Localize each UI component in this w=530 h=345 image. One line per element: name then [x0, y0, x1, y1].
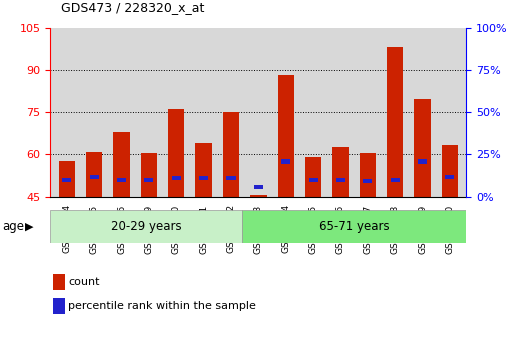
Bar — [199, 176, 208, 180]
Bar — [308, 178, 317, 182]
Text: count: count — [68, 277, 100, 287]
Bar — [172, 176, 181, 180]
Bar — [117, 178, 126, 182]
Bar — [281, 159, 290, 164]
Bar — [242, 210, 466, 243]
Bar — [442, 145, 458, 197]
Bar — [62, 178, 72, 182]
Bar — [250, 195, 267, 197]
Text: percentile rank within the sample: percentile rank within the sample — [68, 301, 256, 311]
Bar — [50, 210, 242, 243]
Bar — [305, 157, 321, 197]
Bar — [254, 185, 263, 189]
Bar — [90, 175, 99, 179]
Bar — [418, 159, 427, 164]
Bar — [414, 99, 431, 197]
Bar — [223, 112, 239, 197]
Text: ▶: ▶ — [25, 222, 34, 232]
Bar — [226, 176, 235, 180]
Bar — [445, 175, 455, 179]
Bar — [360, 153, 376, 197]
Bar — [113, 132, 130, 197]
Bar — [278, 76, 294, 197]
Text: GDS473 / 228320_x_at: GDS473 / 228320_x_at — [61, 1, 205, 14]
Text: age: age — [3, 220, 25, 233]
Bar — [332, 147, 349, 197]
Bar — [196, 143, 212, 197]
Bar — [144, 178, 153, 182]
Bar — [140, 153, 157, 197]
Bar — [387, 47, 403, 197]
Text: 20-29 years: 20-29 years — [111, 220, 181, 233]
Bar — [391, 178, 400, 182]
Bar — [168, 109, 184, 197]
Bar — [86, 151, 102, 197]
Text: 65-71 years: 65-71 years — [319, 220, 390, 233]
Bar — [58, 161, 75, 197]
Bar — [336, 178, 345, 182]
Bar — [364, 179, 373, 183]
